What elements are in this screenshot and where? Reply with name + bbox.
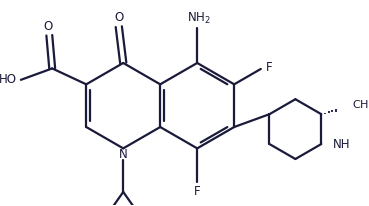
Text: CH$_3$: CH$_3$ (352, 99, 369, 112)
Text: HO: HO (0, 73, 17, 86)
Text: O: O (114, 11, 123, 24)
Text: NH$_2$: NH$_2$ (187, 11, 211, 26)
Text: N: N (119, 148, 128, 161)
Text: O: O (43, 20, 52, 33)
Text: F: F (194, 185, 200, 198)
Text: NH: NH (333, 138, 350, 151)
Text: F: F (266, 61, 272, 74)
